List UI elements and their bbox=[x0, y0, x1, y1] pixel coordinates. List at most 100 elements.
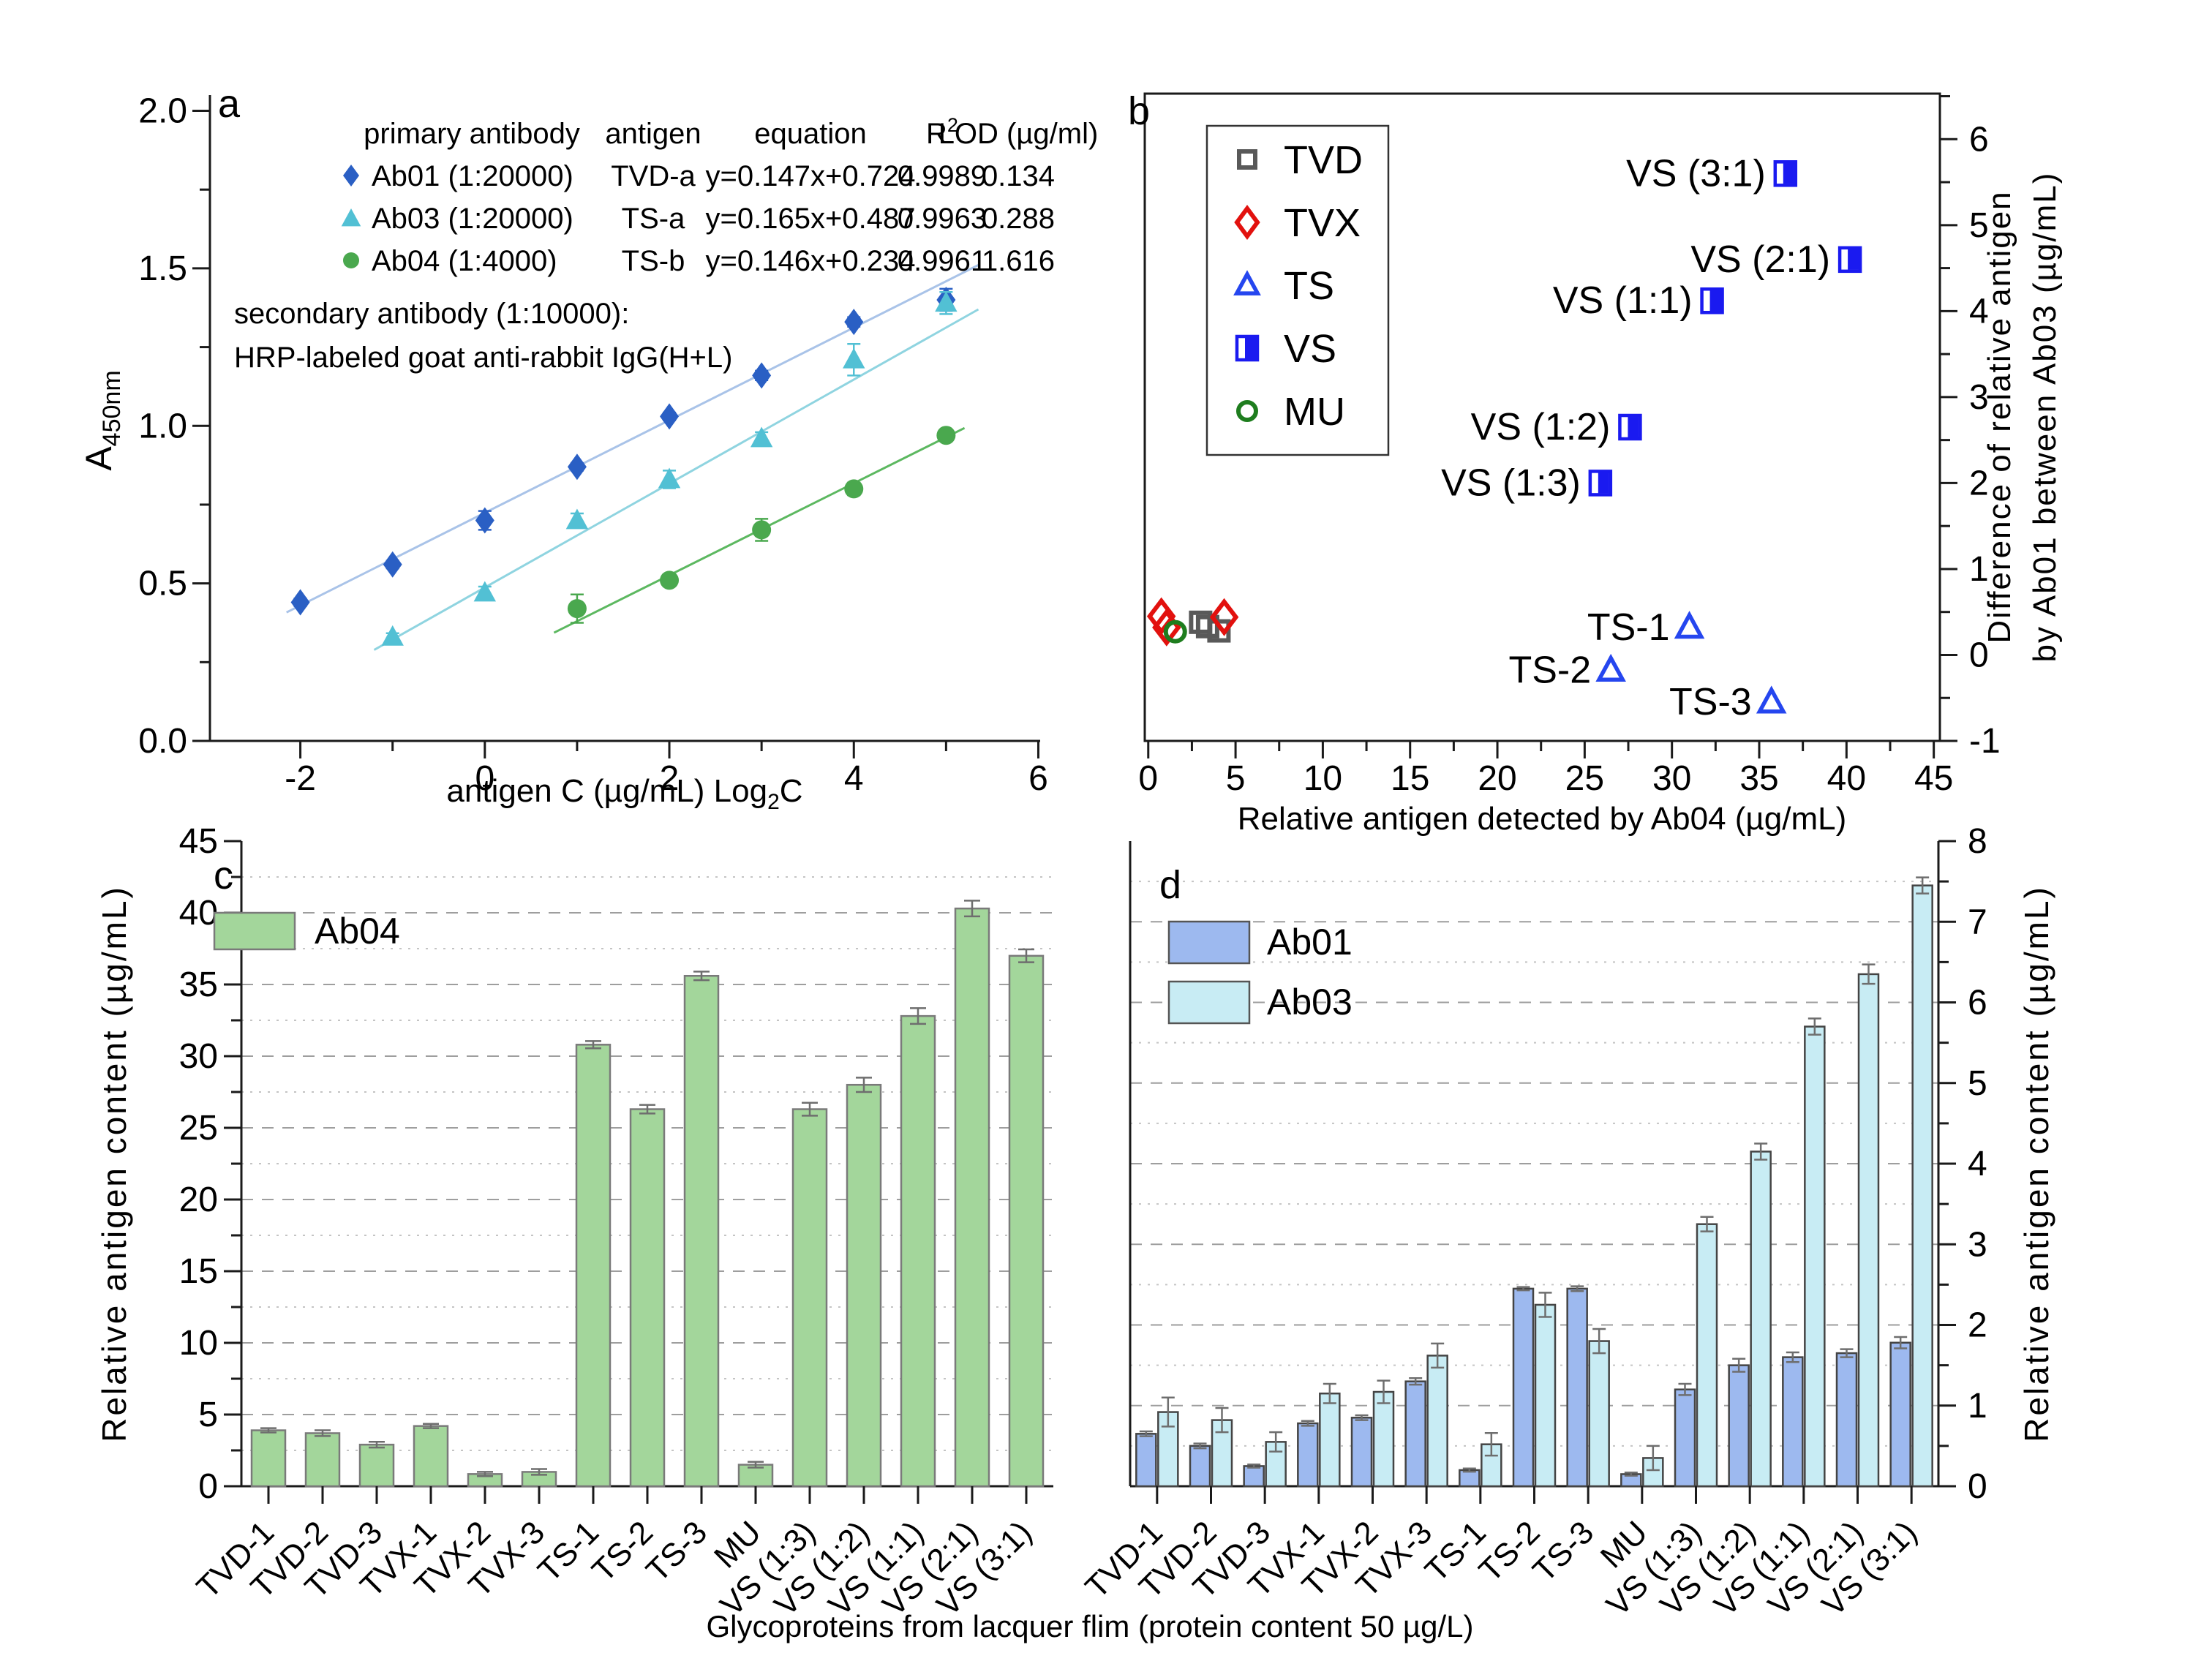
panel-a-fit-line-Ab01 bbox=[285, 264, 979, 614]
panel-a-x-tick-label: 2 bbox=[660, 759, 680, 798]
triangle-marker bbox=[381, 625, 404, 646]
diamond-marker bbox=[1146, 597, 1176, 636]
bar-TVX-3 bbox=[1404, 1380, 1426, 1488]
triangle-marker bbox=[935, 291, 958, 312]
panel-a-y-tick-label: 2.0 bbox=[138, 92, 187, 131]
panel-b-point-label: VS (2:1) bbox=[1690, 238, 1830, 281]
circle-marker bbox=[343, 252, 359, 268]
legend-equation: y=0.147x+0.724 bbox=[706, 160, 916, 192]
halfsquare-fill bbox=[1628, 417, 1639, 438]
panel-a: -2 0 2 4 6 0.0 0.5 1.0 1.5 2.0 primary antibody ant… bbox=[78, 82, 1098, 814]
bar-VS (1:1) bbox=[1782, 1356, 1804, 1488]
panel-d-y-tick-label: 8 bbox=[1968, 822, 1987, 861]
bar-TVX-3 bbox=[1426, 1355, 1448, 1488]
panel-d-legend-swatch-Ab01 bbox=[1167, 920, 1251, 965]
panel-c-series-Ab04 bbox=[250, 900, 1045, 1488]
triangle-marker bbox=[1233, 270, 1261, 295]
panel-b-x-tick-label: 10 bbox=[1304, 759, 1342, 798]
bar-VS (1:3) bbox=[791, 1108, 828, 1488]
panel-b-point-label: TS-1 bbox=[1587, 606, 1670, 649]
panel-b-legend-label: VS bbox=[1284, 327, 1336, 371]
panel-b-y-tick-label: 1 bbox=[1969, 550, 1989, 589]
circle-marker bbox=[844, 479, 864, 499]
panel-c-y-tick-label: 5 bbox=[198, 1396, 218, 1434]
panel-a-letter: a bbox=[218, 82, 241, 126]
legend-r2: 0.9989 bbox=[898, 160, 987, 192]
panel-b-point-label: VS (1:3) bbox=[1441, 462, 1581, 504]
panel-a-x-tick-label: 6 bbox=[1028, 759, 1048, 798]
triangle-marker bbox=[473, 581, 497, 602]
panel-a-x-tick-label: -2 bbox=[285, 759, 316, 798]
panel-c-y-tick-label: 25 bbox=[179, 1109, 218, 1148]
diamond-marker bbox=[475, 507, 494, 534]
panel-d-y-tick-label: 1 bbox=[1968, 1387, 1987, 1426]
halfsquare-fill bbox=[1598, 472, 1609, 494]
halfsquare-marker bbox=[1700, 287, 1724, 315]
panel-b-y-title-line2: by Ab01 between Ab03 (µg/mL) bbox=[2027, 172, 2063, 663]
panel-b-series-MU bbox=[1163, 620, 1187, 644]
panel-a-series-Ab04 bbox=[567, 426, 956, 624]
legend-antibody: Ab01 (1:20000) bbox=[372, 160, 573, 192]
panel-b-series-VS: VS (3:1) VS (2:1)VS (1:1) VS (1:2) VS (1:3) bbox=[1441, 152, 1862, 504]
bar-VS (1:1) bbox=[1804, 1025, 1826, 1488]
panel-c-letter: c bbox=[214, 854, 233, 897]
bar-VS (2:1) bbox=[954, 907, 990, 1488]
bar-TVX-1 bbox=[1297, 1422, 1319, 1488]
panel-c-y-tick-label: 35 bbox=[179, 965, 218, 1004]
halfsquare-marker bbox=[1837, 246, 1862, 274]
panel-a-y-tick-label: 1.5 bbox=[138, 249, 187, 288]
circle-marker bbox=[660, 570, 680, 590]
legend-equation: y=0.146x+0.234 bbox=[706, 245, 916, 277]
panel-b-x-tick-label: 40 bbox=[1827, 759, 1866, 798]
panel-b-point-label: VS (1:2) bbox=[1471, 406, 1611, 448]
bar-VS (1:2) bbox=[1750, 1151, 1772, 1488]
bar-VS (1:3) bbox=[1674, 1388, 1696, 1488]
panel-b-x-tick-label: 35 bbox=[1739, 759, 1778, 798]
panel-c-legend: Ab04 bbox=[213, 911, 400, 952]
panel-a-x-tick-label: 0 bbox=[475, 759, 494, 798]
panel-c-y-tick-label: 15 bbox=[179, 1252, 218, 1291]
legend-lod: 1.616 bbox=[982, 245, 1055, 277]
legend-antibody: Ab03 (1:20000) bbox=[372, 203, 573, 235]
panel-a-y-tick-label: 1.0 bbox=[138, 407, 187, 445]
circle-marker bbox=[752, 520, 772, 540]
diamond-marker bbox=[567, 453, 587, 481]
panel-b-y-tick-label: 2 bbox=[1969, 464, 1989, 502]
legend-header: antigen bbox=[605, 118, 701, 150]
panel-a-x-tick-label: 4 bbox=[844, 759, 864, 798]
panel-a-y-title: A450nm bbox=[78, 370, 126, 470]
bar-TVD-2 bbox=[1211, 1419, 1233, 1488]
legend-antigen: TS-a bbox=[622, 203, 685, 235]
bar-VS (1:3) bbox=[1696, 1223, 1718, 1488]
panel-c-y-tick-label: 20 bbox=[179, 1180, 218, 1219]
legend-r2: 0.9963 bbox=[898, 203, 987, 235]
halfsquare-marker bbox=[1588, 470, 1613, 497]
bar-TVX-1 bbox=[413, 1425, 449, 1488]
panel-d-series-Ab03 bbox=[1157, 876, 1933, 1488]
panel-b-legend-label: TVD bbox=[1284, 138, 1363, 182]
halfsquare-fill bbox=[1848, 249, 1859, 270]
triangle-marker bbox=[1595, 653, 1626, 682]
panel-d: 012345678TVD-1TVD-2TVD-3TVX-1TVX-2TVX-3T… bbox=[1078, 822, 2055, 1623]
panel-d-category-label: TS-3 bbox=[1526, 1514, 1600, 1589]
panel-d-legend-label: Ab03 bbox=[1267, 982, 1353, 1023]
panel-d-gridlines bbox=[1130, 881, 1938, 1447]
diamond-marker bbox=[1209, 598, 1239, 636]
panel-d-legend-swatch-Ab03 bbox=[1167, 980, 1251, 1025]
square-marker bbox=[1207, 619, 1231, 643]
panel-c-category-label: TS-3 bbox=[639, 1514, 714, 1589]
bar-TVD-1 bbox=[1135, 1433, 1157, 1488]
panel-b-x-tick-label: 20 bbox=[1478, 759, 1516, 798]
legend-antibody: Ab04 (1:4000) bbox=[372, 245, 557, 277]
panel-d-y-title: Relative antigen content (µg/mL) bbox=[2017, 885, 2055, 1442]
circle-marker bbox=[1163, 620, 1187, 644]
diamond-marker bbox=[752, 362, 772, 389]
panel-d-series-Ab01 bbox=[1135, 1285, 1911, 1488]
triangle-marker bbox=[1674, 611, 1705, 639]
panel-b-y-tick-label: 3 bbox=[1969, 378, 1989, 417]
panel-d-y-tick-label: 4 bbox=[1968, 1145, 1987, 1183]
circle-marker bbox=[567, 599, 587, 619]
panel-a-y-tick-label: 0.0 bbox=[138, 722, 187, 761]
bar-TVD-2 bbox=[304, 1432, 341, 1488]
triangle-marker bbox=[750, 426, 773, 448]
